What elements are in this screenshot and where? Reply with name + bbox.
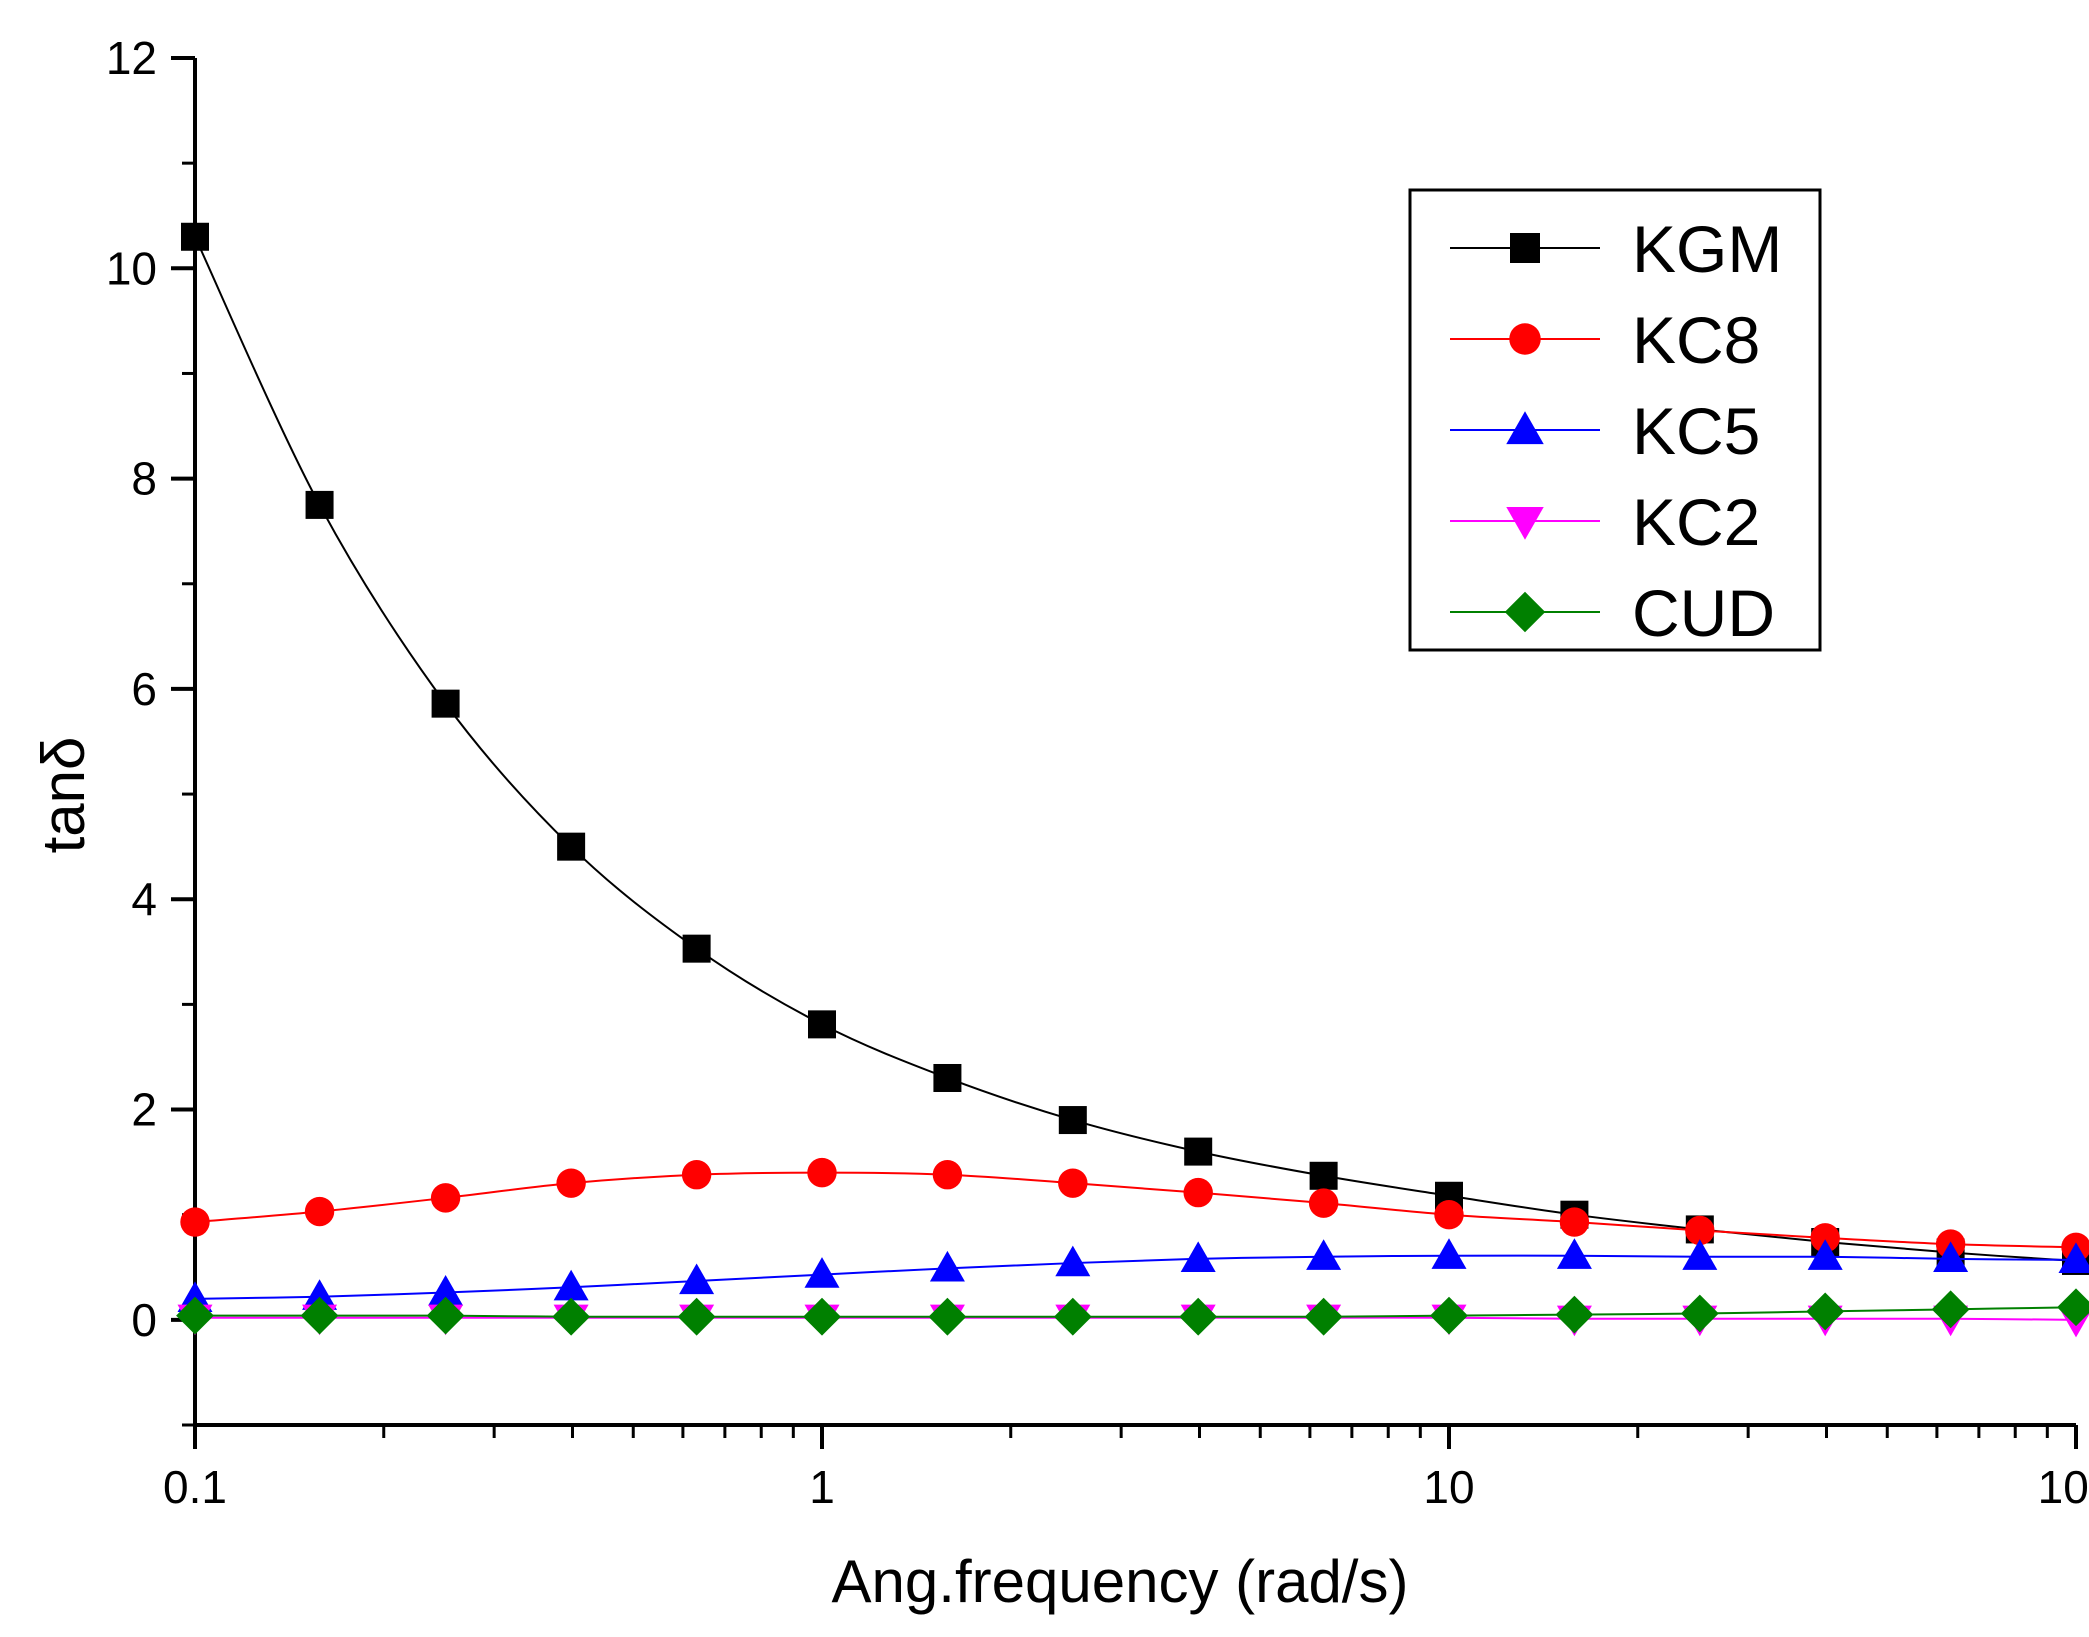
data-point-cud xyxy=(1430,1296,1468,1335)
series-layer xyxy=(176,222,2089,1338)
data-point-cud xyxy=(803,1297,841,1336)
legend-marker-kc5 xyxy=(1506,411,1544,445)
data-point-cud xyxy=(2057,1288,2089,1327)
data-point-kc8 xyxy=(1434,1199,1464,1230)
legend-item-kc8: KC8 xyxy=(1450,303,1760,377)
legend-label-cud: CUD xyxy=(1632,576,1775,650)
legend-item-kc5: KC5 xyxy=(1450,394,1760,468)
data-point-kc5 xyxy=(1180,1241,1216,1272)
data-point-kc8 xyxy=(932,1160,963,1190)
legend-item-cud: CUD xyxy=(1450,576,1775,650)
y-tick-label: 4 xyxy=(131,873,157,925)
legend-label-kgm: KGM xyxy=(1632,212,1782,286)
data-point-kgm xyxy=(557,832,586,861)
data-point-kgm xyxy=(808,1010,836,1039)
data-point-kc8 xyxy=(1685,1215,1715,1246)
data-point-kc5 xyxy=(804,1257,840,1288)
axes: 0 2 4 6 8 10 12 0.1 1 10 100 xyxy=(106,32,2089,1513)
x-tick-label: 0.1 xyxy=(163,1461,227,1513)
series-cud xyxy=(176,1288,2089,1336)
legend-marker-kc8 xyxy=(1509,323,1541,355)
x-axis-title: Ang.frequency (rad/s) xyxy=(832,1548,1409,1615)
data-point-cud xyxy=(1053,1297,1092,1336)
y-tick-label: 10 xyxy=(106,242,157,294)
data-point-kc5 xyxy=(1431,1238,1467,1269)
y-tick-label: 6 xyxy=(131,663,157,715)
data-point-kc8 xyxy=(304,1196,335,1227)
data-point-kc5 xyxy=(929,1250,965,1282)
data-point-cud xyxy=(1931,1290,1970,1329)
legend-label-kc2: KC2 xyxy=(1632,485,1760,559)
data-point-kc8 xyxy=(681,1160,712,1190)
legend-item-kgm: KGM xyxy=(1450,212,1782,286)
legend-marker-kc2 xyxy=(1506,506,1544,540)
data-point-kgm xyxy=(1309,1161,1338,1190)
data-point-kc8 xyxy=(1559,1207,1590,1237)
data-point-cud xyxy=(1806,1292,1845,1331)
y-tick-label: 12 xyxy=(106,32,157,84)
data-point-kc8 xyxy=(556,1168,586,1198)
data-point-cud xyxy=(928,1297,967,1336)
x-tick-label: 100 xyxy=(2038,1461,2089,1513)
data-point-kc5 xyxy=(302,1279,338,1310)
legend: KGM KC8 KC5 KC2 CUD xyxy=(1408,188,1822,652)
data-point-kc5 xyxy=(1055,1245,1091,1277)
x-tick-label: 10 xyxy=(1423,1461,1474,1513)
data-point-cud xyxy=(300,1296,339,1335)
y-axis-title: tanδ xyxy=(30,737,97,854)
data-point-cud xyxy=(176,1296,214,1335)
data-point-kc5 xyxy=(2058,1242,2089,1274)
series-line-kc2 xyxy=(195,1316,2077,1321)
legend-item-kc2: KC2 xyxy=(1450,485,1760,559)
data-point-kc8 xyxy=(1810,1223,1840,1253)
data-point-kc5 xyxy=(679,1263,715,1295)
series-kc5 xyxy=(177,1238,2089,1312)
data-point-kgm xyxy=(181,222,209,251)
series-kc8 xyxy=(180,1157,2089,1262)
x-tick-label: 1 xyxy=(809,1461,835,1513)
data-point-kgm xyxy=(431,689,460,718)
data-point-kc5 xyxy=(1556,1238,1592,1269)
legend-marker-cud xyxy=(1504,591,1546,633)
data-point-kgm xyxy=(682,934,711,963)
data-point-cud xyxy=(1680,1294,1719,1333)
data-point-kgm xyxy=(1058,1106,1087,1135)
data-point-kc5 xyxy=(553,1269,589,1301)
data-point-cud xyxy=(1179,1297,1218,1336)
series-line-kc5 xyxy=(194,1254,2077,1300)
data-point-kgm xyxy=(933,1063,962,1092)
data-point-cud xyxy=(552,1297,591,1336)
data-point-cud xyxy=(1304,1297,1343,1336)
data-point-kc5 xyxy=(177,1281,213,1312)
y-tick-label: 0 xyxy=(131,1294,157,1346)
y-tick-label: 2 xyxy=(131,1084,157,1136)
data-point-kgm xyxy=(305,490,334,519)
data-point-kgm xyxy=(1184,1137,1213,1166)
series-line-cud xyxy=(195,1306,2077,1318)
y-tick-label: 8 xyxy=(131,453,157,505)
legend-label-kc8: KC8 xyxy=(1632,303,1760,377)
data-point-cud xyxy=(426,1296,465,1335)
data-point-kc8 xyxy=(1308,1188,1339,1218)
data-point-cud xyxy=(1555,1295,1594,1334)
series-kc2 xyxy=(177,1304,2089,1338)
series-line-kc8 xyxy=(194,1171,2077,1249)
data-point-kc5 xyxy=(1933,1241,1969,1272)
data-point-kc5 xyxy=(428,1275,464,1306)
data-point-kc8 xyxy=(1058,1168,1088,1198)
legend-label-kc5: KC5 xyxy=(1632,394,1760,468)
data-point-cud xyxy=(677,1297,716,1336)
data-point-kc5 xyxy=(1807,1239,1843,1270)
legend-box xyxy=(1408,188,1822,652)
data-point-kc8 xyxy=(430,1183,461,1213)
data-point-kc8 xyxy=(807,1157,837,1188)
data-point-kc5 xyxy=(1682,1239,1718,1270)
legend-marker-kgm xyxy=(1510,233,1540,263)
data-point-kc8 xyxy=(1183,1177,1213,1208)
data-point-kc8 xyxy=(180,1207,210,1237)
data-point-kc5 xyxy=(1306,1239,1342,1270)
